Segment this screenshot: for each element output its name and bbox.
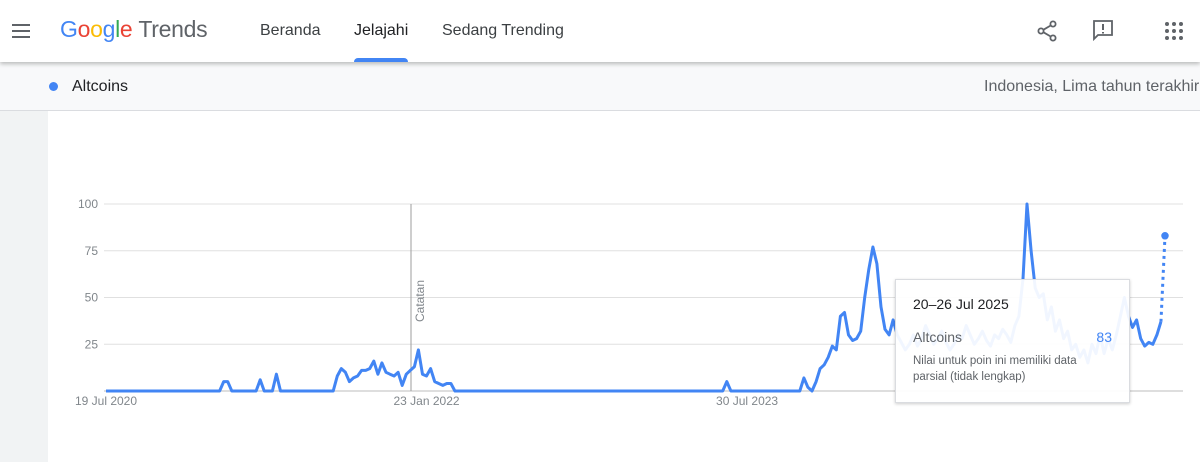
tooltip-title: 20–26 Jul 2025: [913, 296, 1009, 312]
tooltip-value: 83: [1096, 329, 1112, 345]
nav-indicator: [354, 58, 409, 62]
logo[interactable]: Google Trends: [60, 16, 208, 43]
y-tick-label: 25: [85, 337, 99, 351]
tooltip-row: Altcoins 83: [913, 329, 1112, 345]
nav-item[interactable]: Sedang Trending: [442, 22, 564, 40]
nav-item[interactable]: Beranda: [260, 22, 321, 40]
menu-icon[interactable]: [9, 19, 33, 43]
nav-item[interactable]: Jelajahi: [354, 22, 409, 62]
y-tick-label: 50: [85, 291, 99, 305]
top-bar: Google Trends Beranda Jelajahi Sedang Trend…: [0, 0, 1200, 62]
logo-google: Google: [60, 16, 133, 42]
apps-icon[interactable]: [1164, 21, 1184, 41]
side-strip: [0, 110, 48, 462]
nav-label: Beranda: [260, 22, 321, 39]
logo-product: Trends: [138, 16, 208, 42]
search-term[interactable]: Altcoins: [72, 78, 129, 95]
sub-bar: Altcoins Indonesia, Lima tahun terakhir: [0, 62, 1200, 111]
tooltip-note: Nilai untuk poin ini memiliki data parsi…: [913, 355, 1077, 383]
y-tick-label: 75: [85, 244, 99, 258]
tooltip: 20–26 Jul 2025 Altcoins 83 Nilai untuk po…: [895, 279, 1130, 403]
region-filter[interactable]: Indonesia, Lima tahun terakhir: [984, 78, 1200, 95]
nav-label: Sedang Trending: [442, 22, 564, 39]
x-tick-label: 30 Jul 2023: [716, 394, 778, 408]
partial-segment: [1159, 235, 1167, 322]
series-dot: [49, 82, 58, 91]
annotation-label: Catatan: [413, 280, 427, 322]
tooltip-series: Altcoins: [913, 329, 963, 345]
y-tick-label: 100: [78, 197, 98, 211]
feedback-icon[interactable]: [1091, 18, 1115, 42]
x-tick-label: 19 Jul 2020: [75, 394, 137, 408]
x-tick-label: 23 Jan 2022: [394, 394, 460, 408]
share-icon[interactable]: [1035, 19, 1059, 43]
hover-point: [1159, 230, 1171, 242]
nav-label: Jelajahi: [354, 22, 409, 39]
